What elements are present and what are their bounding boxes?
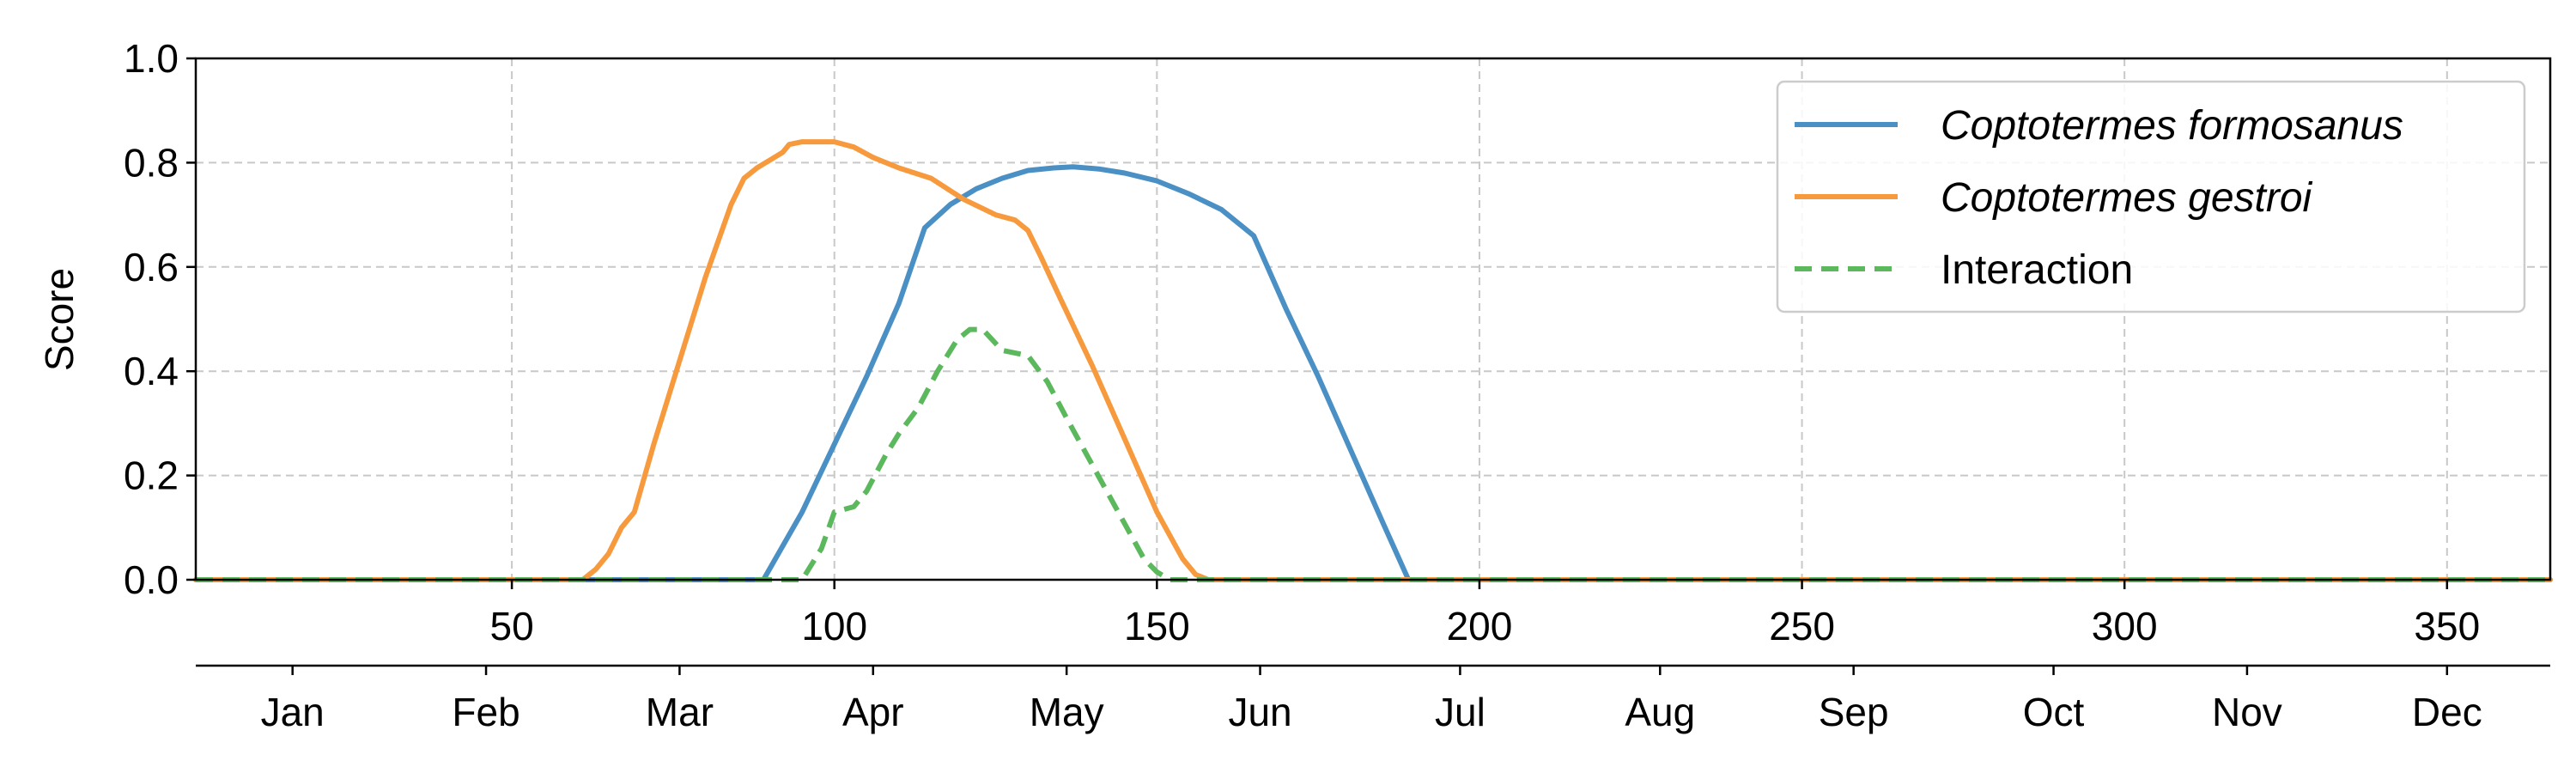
legend-label-1: Coptotermes formosanus [1941,103,2403,149]
month-label: Sep [1819,690,1889,734]
month-label: Oct [2023,690,2085,734]
y-tick-label: 0.6 [124,245,179,289]
x-tick-label: 250 [1769,604,1835,648]
plot-frame [194,57,2552,581]
axes: 0.0 0.2 0.4 0.6 0.8 1.0 50 100 150 200 250 300 350 Ja… [124,36,2552,734]
legend-label-3: Interaction [1941,247,2133,293]
y-tick-label: 0.8 [124,140,179,185]
y-tick-label: 1.0 [124,36,179,81]
y-tick-label: 0.2 [124,453,179,498]
x-tick-label: 100 [801,604,867,648]
month-label: May [1030,690,1104,734]
month-label: Jul [1435,690,1485,734]
month-label: Aug [1625,690,1695,734]
legend: Coptotermes formosanus Coptotermes gestro… [1776,80,2526,313]
y-tick-label: 0.0 [124,557,179,602]
legend-label-2: Coptotermes gestroi [1941,175,2313,221]
series-line-3 [196,326,2550,582]
y-axis-title: Score [37,268,82,371]
x-tick-label: 200 [1447,604,1513,648]
month-label: Dec [2412,690,2482,734]
month-label: Jun [1228,690,1291,734]
x-tick-label: 350 [2414,604,2480,648]
series-line-2 [193,139,2553,582]
month-label: Nov [2212,690,2282,734]
month-label: Mar [646,690,714,734]
series-line-1 [193,164,2553,582]
month-label: Jan [261,690,325,734]
x-tick-label: 300 [2092,604,2158,648]
series-layer [193,139,2553,582]
month-label: Apr [842,690,904,734]
y-tick-label: 0.4 [124,349,179,393]
legend-box [1776,80,2526,313]
x-tick-label: 150 [1124,604,1190,648]
x-tick-label: 50 [490,604,534,648]
month-label: Feb [452,690,519,734]
